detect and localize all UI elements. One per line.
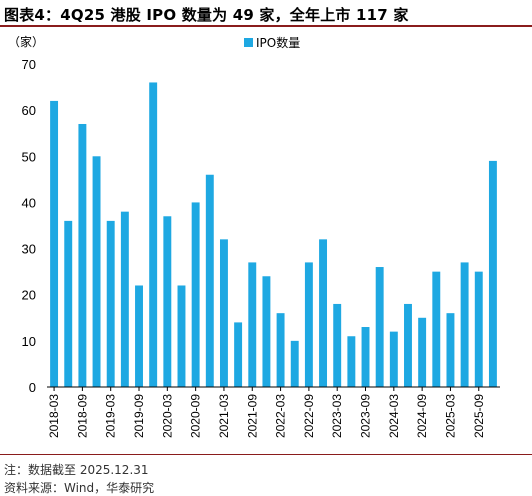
title-rule <box>0 25 532 27</box>
bottom-rule <box>0 454 532 455</box>
bar <box>446 313 455 387</box>
bar <box>149 82 158 387</box>
bar <box>389 331 398 387</box>
x-tick-label: 2018-09 <box>75 394 89 438</box>
bar <box>375 267 384 387</box>
bar <box>488 160 497 387</box>
x-axis: 2018-03 2018-09 2019-03 2019-09 2020-03 2020-… <box>47 386 500 438</box>
source-note: 资料来源：Wind，华泰研究 <box>4 481 155 495</box>
y-tick-label: 50 <box>22 149 36 164</box>
footnote: 注：数据截至 2025.12.31 <box>4 463 149 477</box>
bar <box>191 202 200 387</box>
bar <box>460 262 469 387</box>
bar <box>78 123 87 387</box>
bar <box>304 262 313 387</box>
bar-series <box>50 82 497 388</box>
y-tick-label: 20 <box>22 288 36 303</box>
x-tick-label: 2018-03 <box>47 394 61 438</box>
x-tick-label: 2019-09 <box>132 394 146 438</box>
bar <box>106 220 115 387</box>
bar <box>163 216 172 387</box>
y-tick-label: 40 <box>22 195 36 210</box>
x-tick-label: 2021-09 <box>245 394 259 438</box>
bar <box>50 100 59 388</box>
figure-title: 图表4：4Q25 港股 IPO 数量为 49 家，全年上市 117 家 <box>4 6 409 24</box>
bar <box>319 239 328 387</box>
y-tick-label: 0 <box>29 380 36 395</box>
x-tick-label: 2021-03 <box>217 394 231 438</box>
x-tick-label: 2024-09 <box>415 394 429 438</box>
bar <box>276 313 285 387</box>
bar <box>219 239 228 387</box>
bar <box>474 271 483 387</box>
bar <box>205 174 214 387</box>
title-bar: 图表4：4Q25 港股 IPO 数量为 49 家，全年上市 117 家 <box>0 0 532 28</box>
x-tick-label: 2022-03 <box>274 394 288 438</box>
x-tick-label: 2020-03 <box>160 394 174 438</box>
bar <box>290 340 299 387</box>
y-axis-ticks: 0 10 20 30 40 50 60 70 <box>22 57 36 395</box>
legend: IPO数量 <box>244 35 300 50</box>
x-tick-label: 2022-09 <box>302 394 316 438</box>
x-tick-label: 2025-03 <box>443 394 457 438</box>
bar <box>234 322 243 387</box>
bar <box>64 220 73 387</box>
x-tick-label: 2020-09 <box>189 394 203 438</box>
legend-swatch <box>244 38 253 47</box>
x-tick-label: 2025-09 <box>472 394 486 438</box>
x-tick-label: 2024-03 <box>387 394 401 438</box>
bar <box>404 303 412 387</box>
y-tick-label: 60 <box>22 103 36 118</box>
x-tick-label: 2023-03 <box>330 394 344 438</box>
bar <box>418 317 427 387</box>
bar <box>262 276 271 387</box>
x-tick-label: 2019-03 <box>104 394 118 438</box>
bar <box>135 285 143 387</box>
x-tick-label: 2023-09 <box>359 394 373 438</box>
y-tick-label: 30 <box>22 242 36 257</box>
bar <box>248 262 257 387</box>
bar <box>92 156 101 387</box>
bar <box>361 327 370 387</box>
bar <box>432 271 441 387</box>
bar <box>120 211 129 387</box>
y-tick-label: 70 <box>22 57 36 72</box>
bar <box>333 303 342 387</box>
bar <box>177 285 186 387</box>
legend-label: IPO数量 <box>256 35 300 50</box>
y-tick-label: 10 <box>22 334 36 349</box>
bar <box>347 336 356 387</box>
y-axis-label: （家） <box>8 34 44 49</box>
